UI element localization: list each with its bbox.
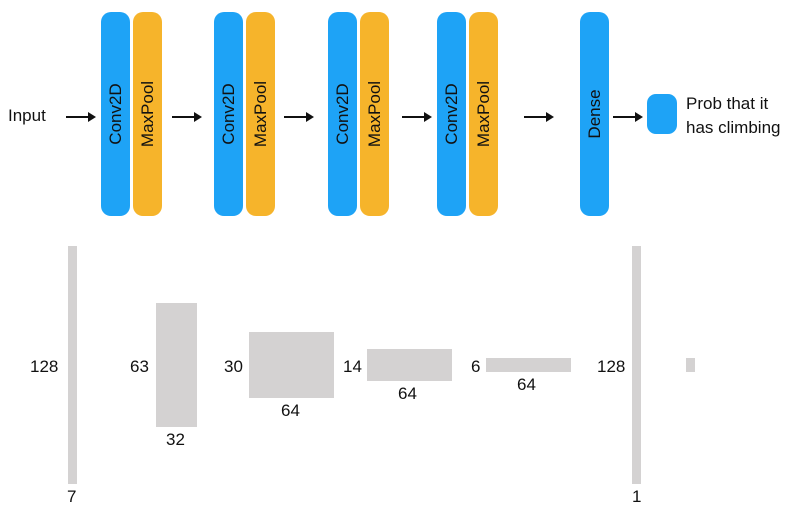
- arrow-1: [172, 112, 202, 122]
- conv2d-label: Conv2D: [105, 83, 125, 145]
- input-channels-label: 7: [67, 487, 77, 506]
- stage3-height-label: 14: [343, 357, 362, 376]
- conv2d-label: Conv2D: [441, 83, 461, 145]
- arrow-3: [402, 112, 432, 122]
- dense-block: Dense: [580, 12, 609, 216]
- input-label: Input: [8, 106, 46, 125]
- stage3-channels-label: 64: [398, 384, 417, 403]
- dense-label: Dense: [584, 89, 604, 139]
- maxpool-block-1: MaxPool: [133, 12, 162, 216]
- maxpool-block-4: MaxPool: [469, 12, 498, 216]
- stage4-height-label: 6: [471, 357, 481, 376]
- input-tensor-block: [68, 246, 77, 484]
- arrow-4: [524, 112, 554, 122]
- maxpool-label: MaxPool: [250, 80, 270, 148]
- output-tensor-block: [686, 358, 695, 372]
- stage1-tensor-block: [156, 303, 197, 427]
- stage4-channels-label: 64: [517, 375, 536, 394]
- dense-channels-label: 1: [632, 487, 642, 506]
- output-label-line1: Prob that it: [686, 94, 769, 113]
- maxpool-label: MaxPool: [473, 80, 493, 148]
- stage1-channels-label: 32: [166, 430, 185, 449]
- dense-tensor-block: [632, 246, 641, 484]
- output-label-line2: has climbing: [686, 118, 781, 137]
- maxpool-block-2: MaxPool: [246, 12, 275, 216]
- conv2d-block-1: Conv2D: [101, 12, 130, 216]
- conv2d-block-3: Conv2D: [328, 12, 357, 216]
- output-node: [647, 94, 677, 134]
- stage2-tensor-block: [249, 332, 334, 398]
- stage4-tensor-block: [486, 358, 571, 372]
- dense-height-label: 128: [597, 357, 626, 376]
- input-height-label: 128: [30, 357, 59, 376]
- arrow-input: [66, 112, 96, 122]
- maxpool-label: MaxPool: [364, 80, 384, 148]
- maxpool-label: MaxPool: [137, 80, 157, 148]
- conv2d-label: Conv2D: [332, 83, 352, 145]
- maxpool-block-3: MaxPool: [360, 12, 389, 216]
- conv2d-label: Conv2D: [218, 83, 238, 145]
- stage2-channels-label: 64: [281, 401, 300, 420]
- arrow-5: [613, 112, 643, 122]
- stage3-tensor-block: [367, 349, 452, 381]
- arrow-2: [284, 112, 314, 122]
- stage1-height-label: 63: [130, 357, 149, 376]
- stage2-height-label: 30: [224, 357, 243, 376]
- conv2d-block-4: Conv2D: [437, 12, 466, 216]
- conv2d-block-2: Conv2D: [214, 12, 243, 216]
